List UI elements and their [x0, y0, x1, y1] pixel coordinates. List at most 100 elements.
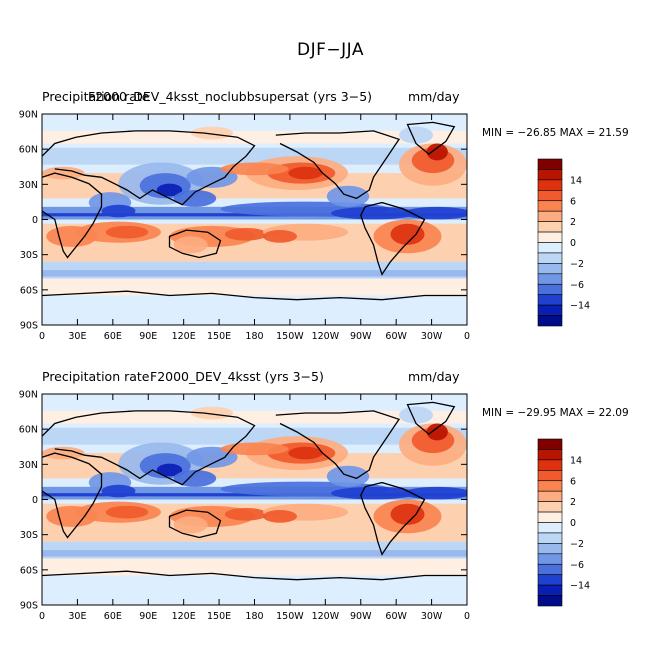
lon-label: 60W	[385, 331, 407, 342]
panel2-center-title: F2000_DEV_4ksst (yrs 3−5)	[150, 369, 324, 384]
lon-label: 150E	[207, 611, 231, 622]
colorbar-swatch	[537, 490, 563, 502]
colorbar-swatch	[537, 438, 563, 450]
lon-label: 0	[464, 611, 470, 622]
colorbar-swatch	[537, 522, 563, 534]
lon-label: 120W	[312, 611, 340, 622]
coastline	[42, 570, 467, 581]
colorbar-label: 14	[570, 175, 582, 186]
colorbar-swatch	[537, 273, 563, 285]
lon-label: 30W	[421, 331, 443, 342]
lon-label: 0	[39, 611, 45, 622]
coastline	[360, 201, 426, 276]
colorbar-label: −6	[570, 280, 584, 291]
lat-label: 30S	[20, 530, 38, 541]
colorbar-swatch	[537, 459, 563, 471]
colorbar-swatch	[537, 190, 563, 202]
coastline	[42, 172, 103, 259]
lon-label: 150E	[207, 331, 231, 342]
lon-label: 120E	[172, 611, 196, 622]
colorbar-swatch	[537, 574, 563, 586]
colorbar-label: −14	[570, 581, 590, 592]
lon-label: 180	[245, 611, 263, 622]
lon-label: 30W	[421, 611, 443, 622]
colorbar-swatch	[537, 294, 563, 306]
lon-label: 90E	[139, 611, 157, 622]
colorbar-label: −14	[570, 301, 590, 312]
lon-label: 30E	[68, 331, 86, 342]
lat-label: 30S	[20, 250, 38, 261]
colorbar-label: 0	[570, 518, 576, 529]
panel1-min-max: MIN = −26.85 MAX = 21.59	[482, 127, 629, 139]
colorbar-swatch	[537, 532, 563, 544]
lon-label: 180	[245, 331, 263, 342]
coastline	[360, 481, 426, 556]
lon-label: 0	[39, 331, 45, 342]
colorbar-swatch	[537, 511, 563, 523]
lon-label: 30E	[68, 611, 86, 622]
colorbar-label: 14	[570, 455, 582, 466]
lat-label: 90S	[20, 601, 38, 612]
coastline	[42, 410, 256, 486]
coastline	[275, 410, 401, 480]
colorbar-swatch	[537, 200, 563, 212]
lon-label: 90W	[350, 331, 372, 342]
colorbar-swatch	[537, 283, 563, 295]
lon-label: 150W	[276, 331, 304, 342]
colorbar-swatch	[537, 304, 563, 316]
lon-label: 120W	[312, 331, 340, 342]
panel1-units: mm/day	[408, 89, 460, 104]
coastline	[168, 509, 222, 539]
colorbar-label: 6	[570, 196, 576, 207]
colorbar-label: 6	[570, 476, 576, 487]
panel2-colorbar: 14 6 2 0 −2 −6 −14	[537, 438, 590, 607]
colorbar-swatch	[537, 242, 563, 254]
colorbar-swatch	[537, 252, 563, 264]
coastline	[406, 401, 456, 435]
lat-label: 60S	[20, 285, 38, 296]
colorbar-swatch	[537, 543, 563, 555]
lon-label: 90E	[139, 331, 157, 342]
panel2-min-max: MIN = −29.95 MAX = 22.09	[482, 407, 629, 419]
colorbar-swatch	[537, 563, 563, 575]
coastline	[42, 452, 103, 539]
lat-label: 90S	[20, 321, 38, 332]
figure-title: DJF−JJA	[297, 40, 364, 60]
colorbar-swatch	[537, 263, 563, 275]
lat-label: 90N	[19, 110, 38, 121]
panel1-center-title: F2000_DEV_4ksst_noclubbsupersat (yrs 3−5…	[88, 89, 373, 104]
lat-label: 0	[32, 215, 38, 226]
colorbar-swatch	[537, 501, 563, 513]
panel2-left-title: Precipitation rate	[42, 369, 150, 384]
colorbar-label: −2	[570, 259, 584, 270]
lat-label: 60N	[19, 425, 38, 436]
lon-label: 60E	[104, 331, 122, 342]
lon-label: 90W	[350, 611, 372, 622]
lon-label: 60W	[385, 611, 407, 622]
lat-label: 60S	[20, 565, 38, 576]
lat-label: 30N	[19, 460, 38, 471]
colorbar-swatch	[537, 158, 563, 170]
coastline	[42, 290, 467, 301]
coastline	[275, 130, 401, 200]
colorbar-swatch	[537, 315, 563, 327]
colorbar-label: 0	[570, 238, 576, 249]
panel2-units: mm/day	[408, 369, 460, 384]
colorbar-label: −6	[570, 560, 584, 571]
colorbar-swatch	[537, 449, 563, 461]
colorbar-swatch	[537, 221, 563, 233]
lat-label: 90N	[19, 390, 38, 401]
coastline	[406, 121, 456, 155]
lat-label: 30N	[19, 180, 38, 191]
colorbar-label: −2	[570, 539, 584, 550]
colorbar-swatch	[537, 480, 563, 492]
colorbar-swatch	[537, 553, 563, 565]
lat-label: 60N	[19, 145, 38, 156]
colorbar-swatch	[537, 595, 563, 607]
lon-label: 150W	[276, 611, 304, 622]
coastline	[42, 130, 256, 206]
lon-label: 0	[464, 331, 470, 342]
